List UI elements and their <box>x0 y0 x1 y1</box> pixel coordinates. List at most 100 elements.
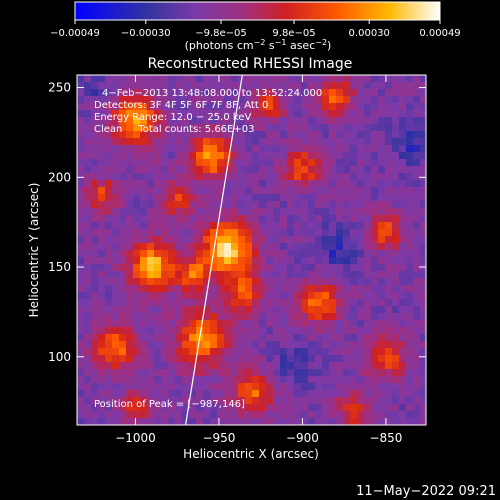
heatmap-cell <box>140 285 147 292</box>
heatmap-cell <box>371 383 378 390</box>
heatmap-cell <box>182 299 189 306</box>
heatmap-cell <box>154 124 161 131</box>
heatmap-cell <box>413 257 420 264</box>
heatmap-cell <box>147 327 154 334</box>
heatmap-cell <box>105 201 112 208</box>
heatmap-cell <box>259 215 266 222</box>
heatmap-cell <box>84 327 91 334</box>
heatmap-cell <box>392 313 399 320</box>
heatmap-cell <box>329 292 336 299</box>
heatmap-cell <box>84 397 91 404</box>
heatmap-cell <box>161 159 168 166</box>
heatmap-cell <box>77 152 84 159</box>
heatmap-cell <box>280 376 287 383</box>
heatmap-cell <box>343 418 350 425</box>
heatmap-cell <box>357 138 364 145</box>
heatmap-cell <box>224 320 231 327</box>
heatmap-cell <box>77 145 84 152</box>
heatmap-cell <box>336 110 343 117</box>
heatmap-cell <box>154 89 161 96</box>
heatmap-cell <box>189 313 196 320</box>
y-tick-label: 100 <box>48 350 71 364</box>
heatmap-cell <box>112 404 119 411</box>
heatmap-cell <box>329 285 336 292</box>
heatmap-cell <box>273 397 280 404</box>
heatmap-cell <box>224 201 231 208</box>
heatmap-cell <box>126 152 133 159</box>
heatmap-cell <box>126 299 133 306</box>
heatmap-cell <box>105 145 112 152</box>
heatmap-cell <box>133 222 140 229</box>
heatmap-cell <box>105 117 112 124</box>
heatmap-cell <box>322 313 329 320</box>
heatmap-cell <box>273 229 280 236</box>
heatmap-cell <box>343 397 350 404</box>
heatmap-cell <box>364 110 371 117</box>
heatmap-cell <box>252 243 259 250</box>
heatmap-cell <box>252 187 259 194</box>
heatmap-cell <box>196 390 203 397</box>
heatmap-cell <box>196 75 203 82</box>
heatmap-cell <box>210 418 217 425</box>
heatmap-cell <box>91 404 98 411</box>
heatmap-cell <box>182 306 189 313</box>
heatmap-cell <box>378 82 385 89</box>
heatmap-cell <box>105 411 112 418</box>
heatmap-cell <box>147 110 154 117</box>
heatmap-cell <box>203 278 210 285</box>
heatmap-cell <box>385 418 392 425</box>
heatmap-cell <box>280 390 287 397</box>
heatmap-cell <box>392 117 399 124</box>
heatmap-cell <box>301 89 308 96</box>
heatmap-cell <box>392 271 399 278</box>
heatmap-cell <box>385 222 392 229</box>
heatmap-cell <box>182 264 189 271</box>
heatmap-cell <box>112 173 119 180</box>
heatmap-cell <box>280 383 287 390</box>
heatmap-cell <box>336 285 343 292</box>
heatmap-cell <box>350 313 357 320</box>
heatmap-cell <box>231 173 238 180</box>
heatmap-cell <box>140 243 147 250</box>
heatmap-cell <box>322 292 329 299</box>
heatmap-cell <box>399 404 406 411</box>
heatmap-cell <box>252 390 259 397</box>
heatmap-cell <box>119 348 126 355</box>
heatmap-cell <box>91 194 98 201</box>
heatmap-cell <box>224 306 231 313</box>
heatmap-cell <box>133 131 140 138</box>
heatmap-cell <box>385 229 392 236</box>
heatmap-cell <box>161 278 168 285</box>
heatmap-cell <box>308 362 315 369</box>
heatmap-cell <box>245 180 252 187</box>
heatmap-cell <box>385 278 392 285</box>
heatmap-cell <box>322 383 329 390</box>
heatmap-cell <box>252 75 259 82</box>
heatmap-cell <box>287 187 294 194</box>
heatmap-cell <box>238 369 245 376</box>
heatmap-cell <box>378 103 385 110</box>
heatmap-cell <box>294 236 301 243</box>
heatmap-cell <box>217 418 224 425</box>
heatmap-cell <box>385 299 392 306</box>
heatmap-cell <box>147 271 154 278</box>
heatmap-cell <box>189 96 196 103</box>
heatmap-cell <box>350 383 357 390</box>
heatmap-cell <box>378 152 385 159</box>
heatmap-cell <box>371 229 378 236</box>
heatmap-cell <box>308 110 315 117</box>
heatmap-cell <box>154 96 161 103</box>
heatmap-cell <box>168 145 175 152</box>
heatmap-cell <box>266 306 273 313</box>
heatmap-cell <box>161 299 168 306</box>
heatmap-cell <box>77 348 84 355</box>
heatmap-cell <box>280 299 287 306</box>
heatmap-cell <box>105 327 112 334</box>
heatmap-cell <box>147 362 154 369</box>
heatmap-cell <box>112 243 119 250</box>
heatmap-cell <box>231 131 238 138</box>
heatmap-cell <box>378 173 385 180</box>
heatmap-cell <box>224 390 231 397</box>
heatmap-cell <box>399 117 406 124</box>
heatmap-cell <box>301 285 308 292</box>
